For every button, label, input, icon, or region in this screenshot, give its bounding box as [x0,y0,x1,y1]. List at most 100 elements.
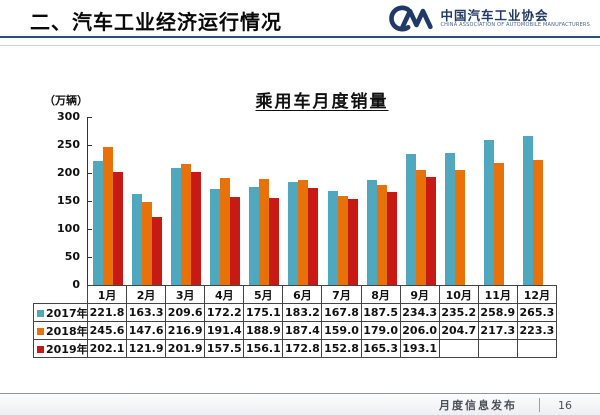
bar-2019年-2月 [151,216,162,285]
bar-2017年-7月 [327,191,338,285]
table-cell [477,339,518,358]
month-header-cell: 6月 [282,285,323,304]
y-axis-tick [88,116,92,118]
y-axis-tick-label: 250 [57,138,80,151]
bar-2018年-9月 [415,169,426,285]
bar-chart-plot-area: 0 50 100 150 200 250 300 [57,110,557,291]
table-cell: 221.8 [86,303,128,322]
bar-2018年-1月 [102,147,113,285]
table-cell: 156.1 [243,339,284,358]
bar-2019年-8月 [386,192,397,285]
month-header-cell: 2月 [126,285,167,304]
table-cell [438,339,479,358]
bar-2018年-10月 [455,170,466,285]
y-axis-tick-label: 300 [57,110,80,123]
bar-2019年-9月 [425,176,436,285]
bar-2018年-7月 [337,195,348,285]
footer-rule [0,393,600,394]
bar-2019年-3月 [190,171,201,285]
bar-2018年-8月 [376,184,387,285]
bar-2018年-5月 [259,179,270,285]
y-axis-tick [88,172,92,174]
caam-logo-icon [389,5,434,32]
bar-2018年-6月 [298,180,309,285]
table-cell: 245.6 [86,321,128,340]
table-cell: 223.3 [516,321,558,340]
table-cell: 202.1 [86,339,128,358]
month-header-cell: 9月 [399,285,440,304]
bar-2017年-2月 [131,193,142,285]
bar-2017年-10月 [445,153,456,285]
y-axis-tick-label: 150 [57,194,80,207]
bar-2017年-4月 [210,188,221,285]
table-cell: 147.6 [126,321,167,340]
table-cell [516,339,558,358]
table-cell: 187.5 [360,303,401,322]
bar-2019年-1月 [112,171,123,285]
series-label-cell: 2017年 [33,303,88,322]
table-cell: 204.7 [438,321,479,340]
caam-logo: 中国汽车工业协会 CHINA ASSOCIATION OF AUTOMOBILE… [385,5,590,32]
table-cell: 193.1 [399,339,440,358]
table-cell: 235.2 [438,303,479,322]
table-cell: 179.0 [360,321,401,340]
y-axis-tick-label: 0 [72,278,80,291]
table-cell: 172.8 [282,339,323,358]
table-cell: 191.4 [204,321,245,340]
legend-swatch-icon [37,309,44,317]
bar-2017年-8月 [366,180,377,285]
table-cell: 265.3 [516,303,558,322]
chart-title-wrap: 乘用车月度销量 [87,87,557,112]
footer-divider [539,398,540,412]
bar-2017年-11月 [484,140,495,285]
page-title: 二、汽车工业经济运行情况 [30,10,282,34]
logo-text-en: CHINA ASSOCIATION OF AUTOMOBILE MANUFACT… [440,22,590,29]
table-header-row: 1月 2月 3月 4月 5月 6月 7月 8月 9月 10月 11月 12月 [34,285,558,304]
month-header-cell: 12月 [516,285,558,304]
month-header-cell: 10月 [438,285,479,304]
month-header-cell: 5月 [243,285,284,304]
chart-data-table: 1月 2月 3月 4月 5月 6月 7月 8月 9月 10月 11月 12月 2017年 221.8 163… [33,285,558,358]
table-cell: 258.9 [477,303,518,322]
bar-2017年-5月 [249,186,260,285]
bar-2018年-3月 [180,163,191,285]
table-cell: 206.0 [399,321,440,340]
month-header-cell: 1月 [86,285,128,304]
table-cell: 167.8 [321,303,362,322]
table-cell: 152.8 [321,339,362,358]
y-axis-tick [88,256,92,258]
month-header-cell: 4月 [204,285,245,304]
table-cell: 217.3 [477,321,518,340]
bar-2017年-1月 [92,160,103,285]
bar-2017年-3月 [170,167,181,285]
slide-header: 二、汽车工业经济运行情况 中国汽车工业协会 CHINA ASSOCIATION … [0,0,600,38]
footer-background [0,393,600,415]
bar-2018年-4月 [220,177,231,285]
bar-2019年-5月 [269,197,280,285]
legend-swatch-icon [37,345,44,353]
footer-label: 月度信息发布 [439,399,517,412]
y-axis-tick [88,144,92,146]
table-cell: 165.3 [360,339,401,358]
bar-2018年-12月 [533,159,544,285]
logo-text-cn: 中国汽车工业协会 [440,7,549,23]
table-row: 2019年 202.1 121.9 201.9 157.5 156.1 172.8 152.8… [33,339,558,358]
table-cell: 188.9 [243,321,284,340]
caam-logo-text: 中国汽车工业协会 CHINA ASSOCIATION OF AUTOMOBILE… [440,7,590,29]
bar-2019年-4月 [230,196,241,285]
y-axis-tick [88,228,92,230]
bar-2017年-12月 [523,136,534,285]
y-axis-tick [88,200,92,202]
series-label-cell: 2018年 [33,321,88,340]
table-cell: 163.3 [126,303,167,322]
table-cell: 121.9 [126,339,167,358]
month-header-cell: 7月 [321,285,362,304]
bar-2018年-11月 [494,163,505,285]
table-row: 2017年 221.8 163.3 209.6 172.2 175.1 183.2 167.8… [33,303,558,322]
bar-2019年-7月 [347,199,358,285]
y-axis-tick-label: 100 [57,222,80,235]
bar-2019年-6月 [308,188,319,285]
month-header-cell: 3月 [165,285,206,304]
y-axis-tick-label: 50 [64,250,80,263]
